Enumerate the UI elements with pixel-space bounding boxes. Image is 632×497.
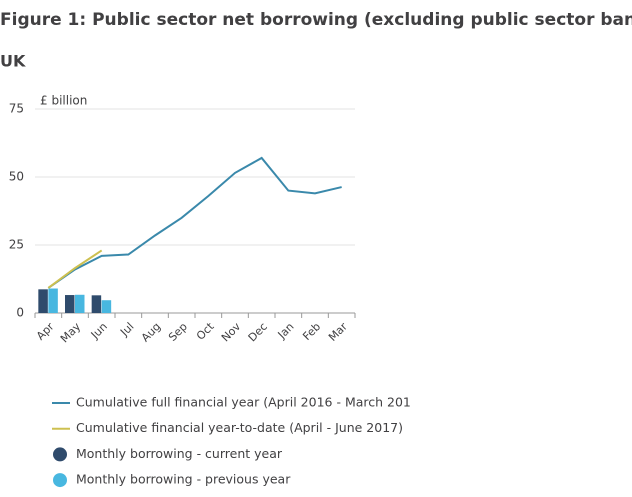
line <box>47 156 342 289</box>
x-tick-label: Dec <box>246 320 270 344</box>
legend-swatch <box>53 473 67 488</box>
chart-subtitle: UK <box>0 52 26 71</box>
bar <box>101 300 112 313</box>
legend-label: Monthly borrowing - previous year <box>76 472 291 487</box>
x-tick-label: Jul <box>117 320 136 339</box>
bar <box>38 289 48 313</box>
y-tick-label: 0 <box>16 306 24 320</box>
y-tick-label: 75 <box>9 102 24 116</box>
y-axis-label: £ billion <box>40 94 87 108</box>
x-tick-label: Jan <box>275 320 297 342</box>
y-tick-label: 25 <box>9 238 24 252</box>
legend-swatch <box>53 447 67 462</box>
x-tick-label: May <box>58 320 84 346</box>
x-tick-label: Sep <box>166 320 190 344</box>
legend-label: Monthly borrowing - current year <box>76 446 283 461</box>
bar <box>91 295 102 313</box>
x-tick-label: Oct <box>194 320 217 343</box>
x-tick-label: Apr <box>34 320 57 343</box>
x-tick-label: Aug <box>139 320 163 344</box>
legend-label: Cumulative full financial year (April 20… <box>76 395 411 410</box>
chart-title: Figure 1: Public sector net borrowing (e… <box>0 10 632 30</box>
y-tick-label: 50 <box>9 170 24 184</box>
bar <box>65 295 75 313</box>
x-tick-label: Jun <box>88 320 110 342</box>
line <box>47 249 103 289</box>
bar <box>75 294 85 313</box>
x-tick-label: Nov <box>219 320 244 345</box>
legend-label: Cumulative financial year-to-date (April… <box>76 420 403 435</box>
bar <box>48 288 58 313</box>
x-tick-label: Mar <box>326 320 350 344</box>
x-tick-label: Feb <box>300 320 323 343</box>
